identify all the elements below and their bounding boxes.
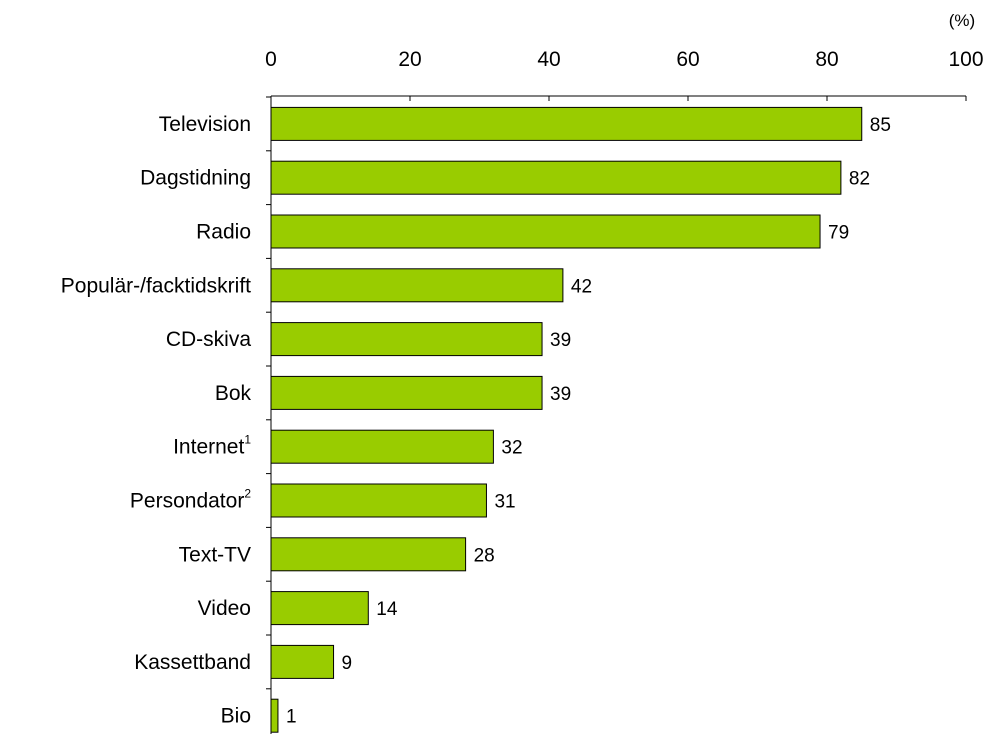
value-label: 82: [849, 169, 870, 190]
bar: [270, 106, 863, 141]
bar: [270, 698, 279, 733]
bar: [270, 591, 369, 626]
category-label: Bio: [221, 705, 251, 728]
bar: [270, 537, 467, 572]
value-label: 42: [571, 276, 592, 297]
bars: 85 Television 82 Dagstidning 79 Radio 42 Populä…: [61, 106, 891, 733]
category-label: Television: [159, 113, 251, 136]
bar: [270, 268, 564, 303]
footnote-marker: 1: [244, 433, 251, 447]
category-label: CD-skiva: [166, 328, 251, 351]
bar: [270, 160, 842, 195]
unit-label: (%): [949, 11, 975, 30]
x-tick-label: 80: [815, 48, 838, 71]
value-label: 14: [376, 599, 398, 620]
category-label: Populär-/facktidskrift: [61, 274, 251, 297]
bar: [270, 214, 821, 249]
value-label: 32: [501, 438, 522, 459]
bar: [270, 483, 487, 518]
bar: [270, 429, 494, 464]
value-label: 9: [342, 653, 353, 674]
value-label: 79: [828, 223, 849, 244]
category-label: Video: [198, 597, 251, 620]
category-label: Internet1: [173, 433, 251, 459]
x-tick-label: 0: [265, 48, 277, 71]
x-axis: 0 20 40 60 80 100: [265, 48, 984, 734]
value-label: 39: [550, 384, 571, 405]
category-label: Dagstidning: [140, 167, 251, 190]
x-tick-label: 40: [537, 48, 560, 71]
x-tick-label: 20: [398, 48, 421, 71]
category-label: Text-TV: [179, 543, 251, 566]
x-tick-label: 100: [948, 48, 983, 71]
footnote-marker: 2: [244, 487, 251, 501]
value-label: 85: [870, 115, 891, 136]
category-label: Bok: [215, 382, 252, 405]
bar: [270, 375, 543, 410]
bar: [270, 644, 335, 679]
category-label: Kassettband: [134, 651, 251, 674]
bar: [270, 322, 543, 357]
category-label: Persondator2: [130, 487, 251, 513]
value-label: 31: [494, 492, 515, 513]
value-label: 28: [474, 545, 495, 566]
category-label: Radio: [196, 221, 251, 244]
x-tick-label: 60: [676, 48, 699, 71]
value-label: 39: [550, 330, 571, 351]
value-label: 1: [286, 707, 297, 728]
